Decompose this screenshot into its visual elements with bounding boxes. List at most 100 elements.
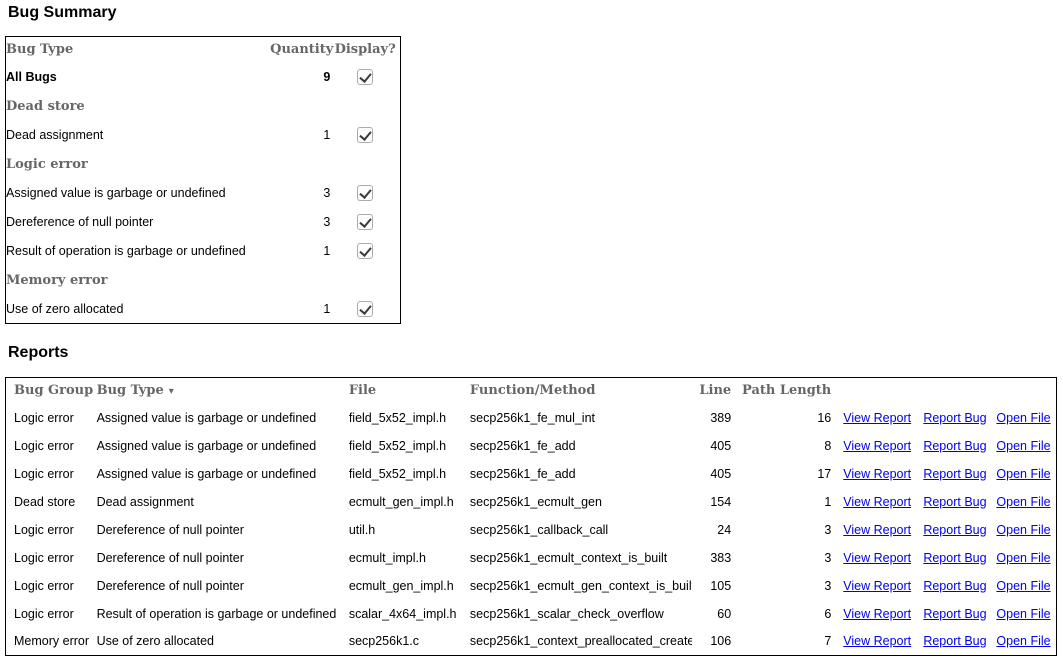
open-file-link[interactable]: Open File: [996, 634, 1051, 649]
report-bug-link[interactable]: Report Bug: [923, 634, 987, 649]
report-cell-path-length: 7: [824, 634, 832, 649]
report-cell-line: 383: [710, 550, 732, 565]
sort-descending-icon: ▾: [168, 386, 174, 398]
summary-group-label: Dead store: [6, 98, 85, 114]
report-cell-function: secp256k1_fe_add: [469, 466, 576, 481]
summary-col-bug-type: Bug Type: [6, 42, 74, 58]
report-row: Logic error Result of operation is garba…: [6, 600, 1057, 628]
open-file-link[interactable]: Open File: [996, 606, 1051, 621]
report-bug-link[interactable]: Report Bug: [923, 578, 987, 593]
report-cell-line: 106: [710, 634, 732, 649]
display-checkbox[interactable]: [357, 127, 374, 143]
view-report-link[interactable]: View Report: [843, 466, 912, 481]
view-report-link[interactable]: View Report: [843, 438, 912, 453]
report-cell-bug-group: Memory error: [14, 634, 89, 649]
display-checkbox-all-bugs[interactable]: [357, 69, 374, 85]
summary-row: Result of operation is garbage or undefi…: [6, 237, 401, 266]
report-cell-function: secp256k1_ecmult_gen_context_is_built: [469, 578, 693, 593]
reports-col-bug-type[interactable]: Bug Type ▾: [89, 378, 341, 404]
view-report-link[interactable]: View Report: [843, 606, 912, 621]
report-bug-link[interactable]: Report Bug: [923, 550, 987, 565]
report-cell-bug-group: Dead store: [14, 494, 76, 509]
reports-col-function[interactable]: Function/Method: [469, 383, 596, 399]
open-file-link[interactable]: Open File: [996, 522, 1051, 537]
report-cell-path-length: 3: [824, 578, 832, 593]
summary-quantity: 1: [323, 244, 331, 258]
open-file-link[interactable]: Open File: [996, 578, 1051, 593]
summary-bug-type-label: Assigned value is garbage or undefined: [6, 186, 226, 200]
open-file-link[interactable]: Open File: [996, 494, 1051, 509]
summary-row: Use of zero allocated 1: [6, 295, 401, 324]
report-cell-bug-type: Dereference of null pointer: [96, 522, 244, 537]
report-row: Logic error Dereference of null pointer …: [6, 544, 1057, 572]
report-cell-path-length: 3: [824, 522, 832, 537]
report-cell-file: scalar_4x64_impl.h: [348, 606, 457, 621]
summary-group-row: Logic error: [6, 150, 401, 179]
report-cell-bug-type: Dereference of null pointer: [96, 550, 244, 565]
report-cell-bug-type: Assigned value is garbage or undefined: [96, 466, 317, 481]
display-checkbox[interactable]: [357, 243, 374, 259]
report-bug-link[interactable]: Report Bug: [923, 466, 987, 481]
report-cell-bug-group: Logic error: [14, 578, 74, 593]
summary-quantity: 3: [323, 215, 331, 229]
summary-row: Dead assignment 1: [6, 121, 401, 150]
report-cell-function: secp256k1_ecmult_gen: [469, 494, 602, 509]
open-file-link[interactable]: Open File: [996, 466, 1051, 481]
view-report-link[interactable]: View Report: [843, 550, 912, 565]
report-cell-file: ecmult_impl.h: [348, 550, 426, 565]
report-bug-link[interactable]: Report Bug: [923, 606, 987, 621]
reports-col-file[interactable]: File: [348, 383, 377, 399]
view-report-link[interactable]: View Report: [843, 578, 912, 593]
view-report-link[interactable]: View Report: [843, 410, 912, 425]
report-cell-line: 405: [710, 438, 732, 453]
report-cell-file: ecmult_gen_impl.h: [348, 494, 454, 509]
report-bug-link[interactable]: Report Bug: [923, 522, 987, 537]
report-cell-line: 154: [710, 494, 732, 509]
report-cell-path-length: 6: [824, 606, 832, 621]
reports-col-bug-type-label: Bug Type: [96, 383, 164, 399]
summary-group-label: Logic error: [6, 156, 88, 172]
report-cell-bug-group: Logic error: [14, 522, 74, 537]
summary-bug-type-label: Use of zero allocated: [6, 301, 124, 316]
report-cell-bug-group: Logic error: [14, 410, 74, 425]
display-checkbox[interactable]: [357, 185, 374, 201]
open-file-link[interactable]: Open File: [996, 550, 1051, 565]
report-row: Logic error Assigned value is garbage or…: [6, 460, 1057, 488]
reports-col-actions-spacer: [990, 378, 1056, 404]
view-report-link[interactable]: View Report: [843, 634, 912, 649]
summary-col-quantity: Quantity: [270, 42, 334, 58]
reports-col-path-length[interactable]: Path Length: [742, 383, 832, 399]
report-row: Dead store Dead assignment ecmult_gen_im…: [6, 488, 1057, 516]
report-cell-file: field_5x52_impl.h: [348, 466, 447, 481]
reports-header-row: Bug Group Bug Type ▾ File Function/Method…: [6, 378, 1057, 404]
reports-col-actions-spacer: [837, 378, 917, 404]
summary-quantity: 3: [323, 186, 331, 200]
report-cell-path-length: 8: [824, 438, 832, 453]
open-file-link[interactable]: Open File: [996, 438, 1051, 453]
report-cell-bug-type: Use of zero allocated: [96, 634, 215, 649]
reports-col-bug-group[interactable]: Bug Group: [14, 383, 94, 399]
report-bug-link[interactable]: Report Bug: [923, 438, 987, 453]
display-checkbox[interactable]: [357, 214, 374, 230]
bug-summary-table: Bug Type Quantity Display? All Bugs 9 De…: [5, 36, 401, 324]
report-cell-line: 405: [710, 466, 732, 481]
report-cell-bug-type: Result of operation is garbage or undefi…: [96, 606, 337, 621]
display-checkbox[interactable]: [357, 300, 374, 317]
view-report-link[interactable]: View Report: [843, 522, 912, 537]
reports-col-line[interactable]: Line: [699, 383, 732, 399]
summary-bug-type-label: All Bugs: [6, 70, 57, 84]
reports-table: Bug Group Bug Type ▾ File Function/Method…: [5, 377, 1057, 656]
report-cell-file: field_5x52_impl.h: [348, 410, 447, 425]
report-cell-bug-group: Logic error: [14, 466, 74, 481]
reports-col-actions-spacer: [917, 378, 990, 404]
report-cell-function: secp256k1_ecmult_context_is_built: [469, 550, 668, 565]
report-cell-line: 24: [717, 522, 732, 537]
report-bug-link[interactable]: Report Bug: [923, 410, 987, 425]
report-bug-link[interactable]: Report Bug: [923, 494, 987, 509]
open-file-link[interactable]: Open File: [996, 410, 1051, 425]
summary-group-row: Dead store: [6, 92, 401, 121]
report-cell-function: secp256k1_scalar_check_overflow: [469, 606, 664, 621]
view-report-link[interactable]: View Report: [843, 494, 912, 509]
report-cell-bug-type: Assigned value is garbage or undefined: [96, 410, 317, 425]
reports-heading: Reports: [8, 344, 69, 361]
